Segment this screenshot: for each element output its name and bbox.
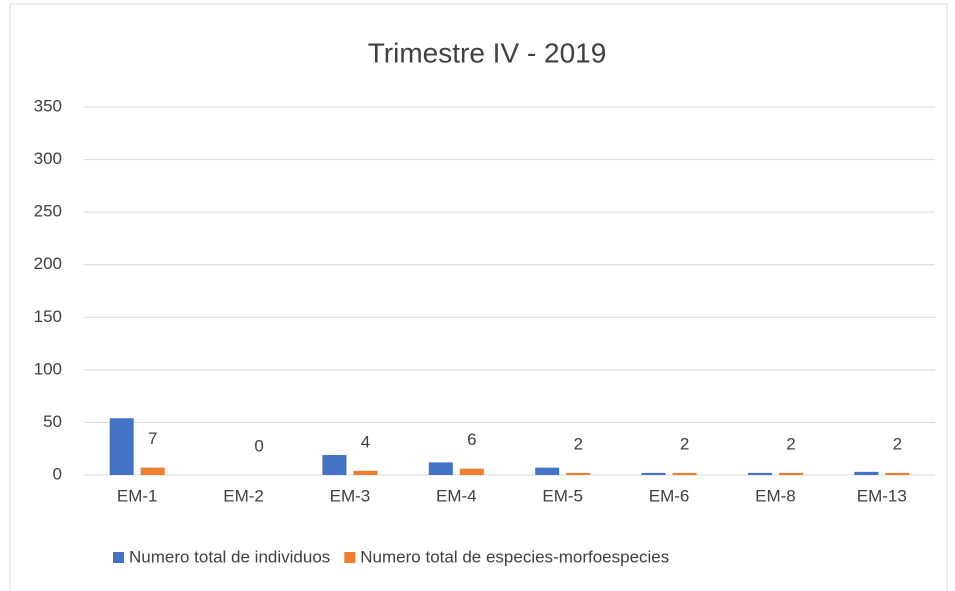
data-label: 7 (148, 429, 157, 448)
bar (778, 472, 803, 475)
data-label: 2 (573, 434, 582, 453)
bar (641, 472, 666, 475)
y-tick-label: 250 (34, 202, 62, 221)
bar (566, 472, 591, 475)
x-tick-label: EM-6 (649, 486, 690, 505)
bar (353, 470, 378, 475)
x-tick-label: EM-8 (755, 486, 796, 505)
bar (322, 455, 347, 475)
data-label: 2 (786, 434, 795, 453)
x-tick-label: EM-13 (857, 486, 907, 505)
bar (885, 472, 910, 475)
x-tick-label: EM-5 (542, 486, 583, 505)
chart-title: Trimestre IV - 2019 (368, 37, 607, 68)
data-label: 6 (467, 430, 476, 449)
bar (140, 467, 165, 475)
y-tick-label: 150 (34, 307, 62, 326)
legend-swatch (344, 552, 356, 563)
y-tick-label: 350 (34, 96, 62, 115)
bar (854, 471, 879, 475)
x-tick-label: EM-2 (223, 486, 264, 505)
y-tick-label: 200 (34, 254, 62, 273)
data-label: 4 (361, 432, 370, 451)
legend-swatch (113, 552, 124, 563)
legend-label: Numero total de especies-morfoespecies (360, 547, 669, 566)
chart-border (9, 3, 948, 591)
bar (428, 462, 453, 475)
x-tick-label: EM-1 (117, 486, 158, 505)
bar (747, 472, 772, 475)
bar (459, 468, 484, 475)
y-tick-label: 300 (34, 149, 62, 168)
data-label: 2 (680, 434, 689, 453)
bar (672, 472, 697, 475)
y-tick-label: 50 (43, 412, 62, 431)
legend-label: Numero total de individuos (129, 547, 330, 566)
data-label: 0 (254, 436, 263, 455)
x-tick-label: EM-4 (436, 486, 477, 505)
bar (109, 418, 134, 475)
x-tick-label: EM-3 (330, 486, 371, 505)
bar (535, 467, 560, 475)
y-tick-label: 0 (53, 464, 62, 483)
y-tick-label: 100 (34, 359, 62, 378)
data-label: 2 (893, 434, 902, 453)
